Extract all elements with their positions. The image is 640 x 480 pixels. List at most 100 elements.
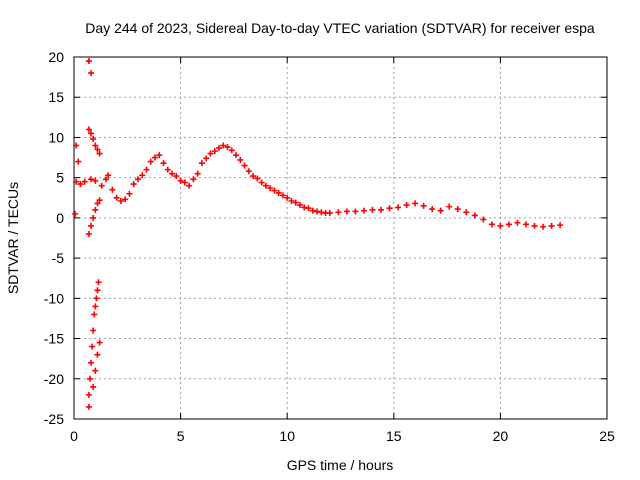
x-axis-label: GPS time / hours (287, 457, 394, 473)
data-point (326, 210, 333, 217)
data-point (215, 144, 222, 151)
data-point (352, 208, 359, 215)
data-point (94, 351, 101, 358)
data-point (85, 391, 92, 398)
data-point (471, 212, 478, 219)
data-point (207, 150, 214, 157)
data-point (305, 205, 312, 212)
data-point (117, 197, 124, 204)
data-point (395, 204, 402, 211)
data-point (98, 182, 105, 189)
data-point (497, 222, 504, 229)
y-axis-label: SDTVAR / TECUs (5, 182, 21, 294)
y-tick-label: -15 (44, 331, 64, 347)
data-point (169, 170, 176, 177)
data-point (181, 179, 188, 186)
data-point (90, 214, 97, 221)
data-point (102, 176, 109, 183)
data-point (275, 189, 282, 196)
data-point (296, 202, 303, 209)
data-point (94, 200, 101, 207)
data-point (152, 154, 159, 161)
data-point (288, 197, 295, 204)
data-point (429, 206, 436, 213)
data-point (224, 144, 231, 151)
data-point (88, 176, 95, 183)
data-point (531, 222, 538, 229)
data-point (126, 190, 133, 197)
axis-ticks (73, 56, 608, 420)
data-point (403, 202, 410, 209)
data-point (284, 194, 291, 201)
data-point (190, 176, 197, 183)
x-tick-label: 15 (386, 428, 402, 444)
data-point (88, 359, 95, 366)
data-point (314, 208, 321, 215)
chart-title: Day 244 of 2023, Sidereal Day-to-day VTE… (85, 20, 595, 36)
data-point (90, 136, 97, 143)
data-point (463, 209, 470, 216)
plot-frame (73, 56, 608, 420)
data-point (198, 160, 205, 167)
data-point (186, 182, 193, 189)
y-tick-label: -20 (44, 371, 64, 387)
data-point (94, 146, 101, 153)
data-point (89, 343, 96, 350)
data-point (522, 221, 529, 228)
data-point (134, 176, 141, 183)
y-tick-label: -5 (52, 250, 65, 266)
data-point (143, 166, 150, 173)
data-point (262, 182, 269, 189)
data-point (95, 279, 102, 286)
data-point (412, 200, 419, 207)
data-point (92, 303, 99, 310)
data-point (309, 207, 316, 214)
x-tick-label: 20 (493, 428, 509, 444)
data-point (160, 160, 167, 167)
data-point (85, 126, 92, 133)
data-point (72, 210, 79, 217)
data-point (220, 142, 227, 149)
data-point (454, 206, 461, 213)
data-point (335, 209, 342, 216)
data-point (548, 222, 555, 229)
data-point (360, 207, 367, 214)
data-point (85, 403, 92, 410)
data-point (92, 367, 99, 374)
data-point (139, 172, 146, 179)
y-tick-label: 5 (56, 170, 64, 186)
x-tick-label: 10 (279, 428, 295, 444)
data-point (420, 202, 427, 209)
y-tick-label: 20 (48, 49, 64, 65)
data-point (437, 207, 444, 214)
data-point (254, 175, 261, 182)
data-point (92, 177, 99, 184)
data-point (228, 147, 235, 154)
data-point (147, 158, 154, 165)
data-point (271, 187, 278, 194)
data-point (211, 148, 218, 155)
data-point (96, 197, 103, 204)
grid-lines (74, 57, 607, 419)
data-point (480, 216, 487, 223)
data-point (92, 206, 99, 213)
data-point (77, 181, 84, 188)
data-point (164, 166, 171, 173)
data-point (85, 230, 92, 237)
data-point (245, 168, 252, 175)
data-point (88, 222, 95, 229)
data-point (237, 156, 244, 163)
y-tick-label: 0 (56, 210, 64, 226)
x-tick-label: 0 (70, 428, 78, 444)
data-point (318, 209, 325, 216)
data-points (72, 58, 564, 410)
data-point (96, 150, 103, 157)
data-point (105, 172, 112, 179)
data-point (90, 327, 97, 334)
data-point (91, 311, 98, 318)
data-point (94, 287, 101, 294)
y-tick-label: -10 (44, 290, 64, 306)
data-point (378, 206, 385, 213)
data-point (369, 206, 376, 213)
